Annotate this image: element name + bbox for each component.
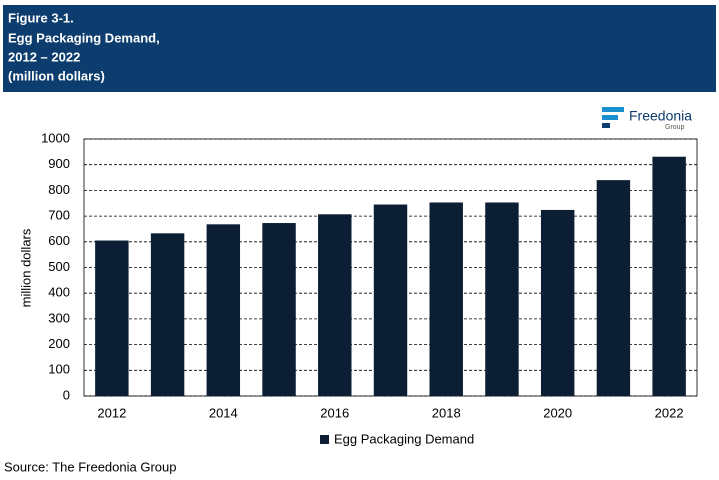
- bar: [652, 156, 686, 396]
- logo-text: Freedonia: [629, 108, 692, 124]
- bar: [95, 240, 129, 396]
- x-tick-label: 2018: [432, 405, 461, 420]
- y-tick-label: 100: [48, 362, 70, 377]
- logo: Freedonia Group: [602, 107, 692, 131]
- y-tick-label: 400: [48, 285, 70, 300]
- bar: [318, 214, 352, 396]
- y-tick-label: 600: [48, 233, 70, 248]
- bar: [429, 202, 463, 396]
- y-tick-label: 500: [48, 259, 70, 274]
- y-tick-label: 200: [48, 336, 70, 351]
- title-line: (million dollars): [8, 68, 105, 83]
- x-tick-label: 2020: [543, 405, 572, 420]
- bar: [596, 180, 631, 396]
- logo-sub: Group: [665, 124, 685, 131]
- bar: [206, 224, 241, 396]
- header-band: [3, 5, 716, 92]
- source: Source: The Freedonia Group: [4, 459, 176, 474]
- y-tick-label: 0: [63, 387, 70, 402]
- bar: [485, 202, 519, 396]
- bar: [373, 204, 408, 396]
- title-line: 2012 – 2022: [8, 49, 80, 64]
- y-tick-label: 300: [48, 310, 70, 325]
- x-tick-label: 2014: [209, 405, 238, 420]
- x-tick-label: 2016: [320, 405, 349, 420]
- y-axis-label: million dollars: [18, 228, 33, 307]
- legend-label: Egg Packaging Demand: [334, 431, 474, 446]
- bar: [150, 233, 185, 396]
- y-tick-label: 1000: [41, 130, 70, 145]
- y-tick-label: 800: [48, 182, 70, 197]
- bar: [540, 209, 575, 396]
- y-tick-label: 700: [48, 208, 70, 223]
- x-tick-label: 2022: [655, 405, 684, 420]
- x-tick-label: 2012: [97, 405, 126, 420]
- y-tick-label: 900: [48, 156, 70, 171]
- title-line: Egg Packaging Demand,: [8, 30, 160, 45]
- logo-bar: [602, 115, 618, 120]
- logo-bar: [602, 107, 624, 112]
- bar: [262, 223, 296, 396]
- title-line: Figure 3-1.: [8, 10, 74, 25]
- logo-bar: [602, 123, 610, 128]
- legend-swatch: [320, 435, 329, 444]
